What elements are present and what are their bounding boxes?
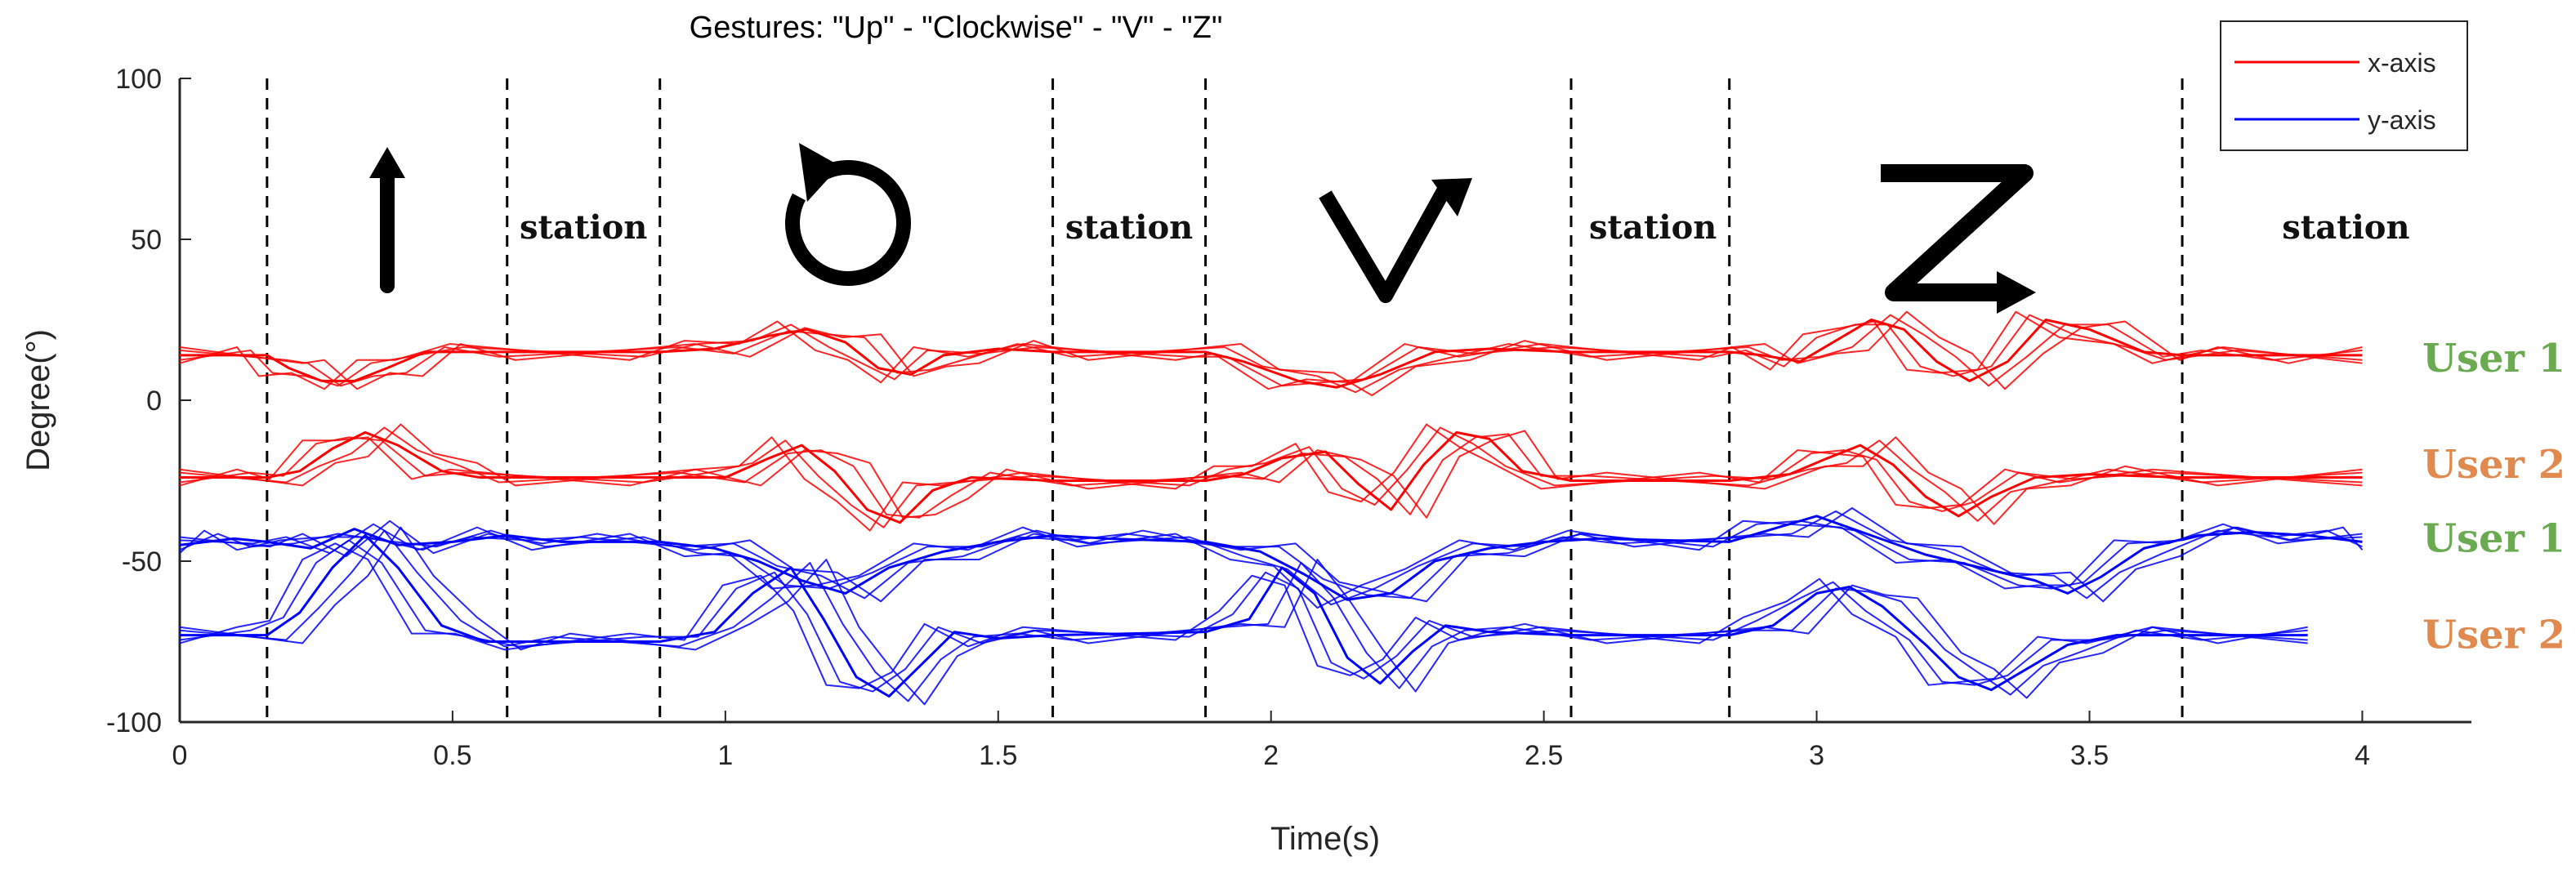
legend: x-axis y-axis — [2220, 20, 2468, 151]
gesture-boundaries — [266, 78, 2184, 722]
x-tick-label: 1.5 — [979, 740, 1017, 771]
y-tick-label: 0 — [146, 386, 162, 417]
v-gesture-icon — [1319, 178, 1472, 303]
series-line — [180, 533, 2308, 698]
series-line — [179, 426, 2363, 528]
series-line — [179, 423, 2363, 525]
station-labels: station station station station — [520, 208, 2410, 247]
series-line — [179, 506, 2364, 603]
x-tick-label: 0.5 — [433, 740, 471, 771]
series-line — [179, 526, 2308, 706]
station-label: station — [520, 208, 647, 247]
station-label: station — [1065, 208, 1193, 247]
series-line — [179, 519, 2363, 609]
legend-box — [2220, 20, 2468, 151]
x-tick-label: 2.5 — [1525, 740, 1563, 771]
axis-ticks: 0 0.5 1 1.5 2 2.5 3 3.5 4 -100 -50 0 50 100 — [106, 64, 2370, 771]
series-line — [180, 430, 2363, 524]
series-line — [179, 529, 2308, 702]
y-tick-label: 50 — [131, 225, 162, 256]
series-line — [179, 310, 2363, 397]
user-label: User 1 — [2422, 515, 2565, 561]
x-tick-label: 3.5 — [2070, 740, 2109, 771]
gesture-icons — [369, 143, 2036, 314]
x-tick-label: 2 — [1263, 740, 1279, 771]
series-line — [179, 310, 2363, 390]
plot-axes — [178, 78, 2471, 724]
station-label: station — [2282, 208, 2409, 247]
series-line — [179, 314, 2363, 394]
y-tick-label: -100 — [106, 707, 162, 738]
series-line — [179, 539, 2308, 693]
series-line — [179, 426, 2363, 522]
up-arrow-icon — [369, 147, 405, 293]
x-tick-label: 4 — [2355, 740, 2370, 771]
clockwise-icon — [785, 143, 911, 286]
x-tick-label: 3 — [1809, 740, 1824, 771]
y-axis-title: Degree(°) — [20, 329, 56, 471]
series-line — [179, 423, 2363, 532]
x-tick-label: 0 — [172, 740, 188, 771]
user-label: User 2 — [2422, 613, 2565, 658]
user-label: User 2 — [2422, 442, 2565, 488]
user-labels: User 1 User 2 User 1 User 2 — [2422, 336, 2565, 658]
x-tick-label: 1 — [717, 740, 733, 771]
legend-label-y-axis: y-axis — [2368, 105, 2436, 135]
y-tick-label: -50 — [122, 546, 162, 577]
user-label: User 1 — [2422, 336, 2565, 381]
x-axis-title: Time(s) — [1270, 821, 1380, 857]
station-label: station — [1589, 208, 1717, 247]
series-line — [179, 542, 2308, 689]
chart-title: Gestures: "Up" - "Clockwise" - "V" - "Z" — [690, 11, 1223, 45]
y-tick-label: 100 — [115, 64, 162, 95]
series-layer — [179, 310, 2364, 706]
z-gesture-icon — [1881, 164, 2036, 314]
legend-label-x-axis: x-axis — [2368, 48, 2436, 78]
